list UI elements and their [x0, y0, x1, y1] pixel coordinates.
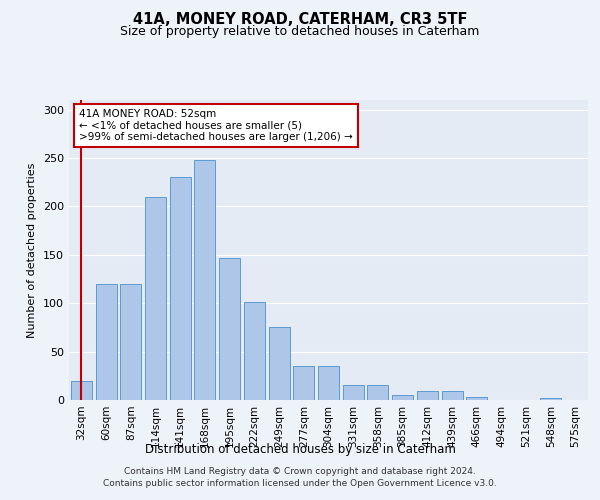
Bar — [367, 386, 388, 400]
Bar — [244, 302, 265, 400]
Bar — [343, 386, 364, 400]
Y-axis label: Number of detached properties: Number of detached properties — [28, 162, 37, 338]
Bar — [95, 284, 116, 400]
Text: Size of property relative to detached houses in Caterham: Size of property relative to detached ho… — [121, 25, 479, 38]
Bar — [417, 392, 438, 400]
Bar — [293, 366, 314, 400]
Bar — [442, 392, 463, 400]
Bar — [71, 380, 92, 400]
Bar — [170, 178, 191, 400]
Text: Contains HM Land Registry data © Crown copyright and database right 2024.: Contains HM Land Registry data © Crown c… — [124, 468, 476, 476]
Text: 41A, MONEY ROAD, CATERHAM, CR3 5TF: 41A, MONEY ROAD, CATERHAM, CR3 5TF — [133, 12, 467, 28]
Text: Contains public sector information licensed under the Open Government Licence v3: Contains public sector information licen… — [103, 478, 497, 488]
Bar — [318, 366, 339, 400]
Bar — [269, 328, 290, 400]
Bar — [120, 284, 141, 400]
Text: 41A MONEY ROAD: 52sqm
← <1% of detached houses are smaller (5)
>99% of semi-deta: 41A MONEY ROAD: 52sqm ← <1% of detached … — [79, 109, 353, 142]
Text: Distribution of detached houses by size in Caterham: Distribution of detached houses by size … — [145, 442, 455, 456]
Bar — [219, 258, 240, 400]
Bar — [194, 160, 215, 400]
Bar — [466, 397, 487, 400]
Bar — [392, 395, 413, 400]
Bar — [541, 398, 562, 400]
Bar — [145, 197, 166, 400]
